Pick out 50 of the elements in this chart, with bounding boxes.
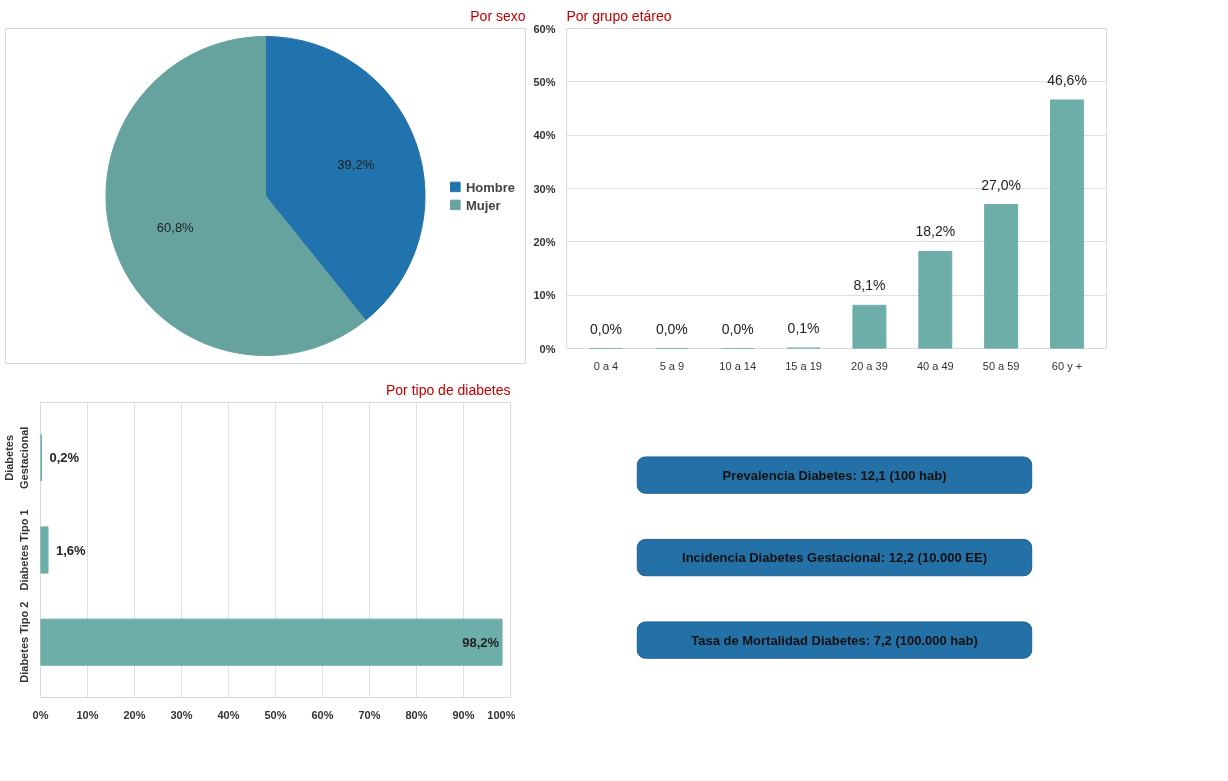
x-tick-label: 0 a 4 bbox=[593, 359, 619, 372]
x-tick-label: 60% bbox=[311, 708, 334, 721]
x-tick-label: 40% bbox=[217, 708, 240, 721]
legend-label: Mujer bbox=[465, 197, 501, 212]
legend-label: Hombre bbox=[465, 179, 515, 194]
data-label: 0,1% bbox=[787, 319, 820, 336]
data-label: 39,2% bbox=[337, 156, 375, 172]
data-label: 18,2% bbox=[915, 223, 956, 240]
y-tick-label: 30% bbox=[533, 182, 556, 195]
data-label: 0,0% bbox=[721, 320, 754, 337]
x-tick-label: 10% bbox=[76, 708, 99, 721]
x-tick-label: 15 a 19 bbox=[785, 359, 822, 372]
y-tick-label: 60% bbox=[533, 22, 556, 35]
x-tick-label: 50 a 59 bbox=[982, 359, 1020, 372]
chart-title: Por sexo bbox=[470, 7, 526, 24]
data-label: 1,6% bbox=[56, 542, 87, 558]
x-tick-label: 30% bbox=[170, 708, 193, 721]
y-tick-label: 20% bbox=[533, 235, 556, 248]
x-tick-label: 70% bbox=[358, 708, 381, 721]
data-label: 0,0% bbox=[655, 320, 688, 337]
x-tick-label: 80% bbox=[405, 708, 428, 721]
data-label: 46,6% bbox=[1047, 71, 1087, 88]
y-tick-label: 40% bbox=[533, 129, 556, 142]
data-label: 0,2% bbox=[49, 450, 80, 466]
data-label: 27,0% bbox=[981, 176, 1021, 193]
x-tick-label: 50% bbox=[264, 708, 287, 721]
data-label: 60,8% bbox=[156, 220, 195, 236]
x-tick-label: 10 a 14 bbox=[719, 359, 757, 372]
y-tick-label: 0% bbox=[539, 342, 556, 355]
text: Prevalencia Diabetes: 12,1 (100 hab) bbox=[722, 467, 947, 483]
x-tick-label: 5 a 9 bbox=[659, 359, 685, 372]
chart-title: Por grupo etáreo bbox=[566, 7, 672, 24]
text: Incidencia Diabetes Gestacional: 12,2 (10.000 EE) bbox=[682, 550, 987, 566]
data-label: 98,2% bbox=[462, 634, 500, 650]
data-label: 8,1% bbox=[853, 277, 886, 294]
chart-title: Por tipo de diabetes bbox=[385, 381, 511, 398]
y-tick-label: 50% bbox=[533, 75, 556, 88]
x-tick-label: 40 a 49 bbox=[916, 359, 954, 372]
x-tick-label: 20 a 39 bbox=[851, 359, 888, 372]
y-tick-label: 10% bbox=[533, 289, 556, 302]
y-tick-label: Diabetes Tipo 2 bbox=[17, 601, 30, 683]
x-tick-label: 0% bbox=[32, 708, 49, 721]
x-tick-label: 60 y + bbox=[1051, 359, 1083, 372]
y-tick-label: Diabetes Tipo 1 bbox=[17, 509, 30, 591]
x-tick-label: 20% bbox=[123, 708, 146, 721]
x-tick-label: 100% bbox=[487, 708, 516, 721]
text: Tasa de Mortalidad Diabetes: 7,2 (100.000 hab) bbox=[691, 632, 978, 648]
x-tick-label: 90% bbox=[452, 708, 475, 721]
y-tick-label: Diabetes Gestacional bbox=[3, 426, 30, 489]
data-label: 0,0% bbox=[590, 320, 622, 337]
